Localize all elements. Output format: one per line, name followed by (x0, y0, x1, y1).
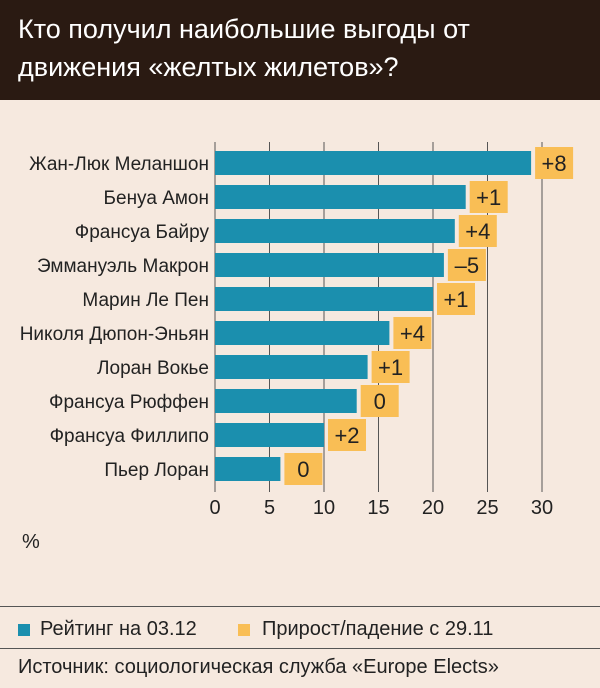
source-note: Источник: социологическая служба «Europe… (18, 656, 499, 678)
rating-bar (215, 253, 444, 277)
change-value-label: +2 (334, 423, 359, 448)
category-label: Николя Дюпон-Эньян (20, 324, 209, 345)
rating-bar (215, 219, 455, 243)
chart-title: Кто получил наибольшие выгоды от движени… (18, 14, 470, 82)
rating-bar (215, 321, 390, 345)
change-box (447, 249, 486, 281)
change-value-label: –5 (455, 253, 479, 278)
legend-label-rating: Рейтинг на 03.12 (40, 618, 197, 640)
x-tick-label: 25 (476, 497, 498, 519)
change-value-label: +4 (400, 321, 425, 346)
rating-bar (215, 151, 532, 175)
change-box (469, 181, 508, 213)
change-value-label: +1 (476, 185, 501, 210)
change-box (284, 453, 323, 485)
legend-label-change: Прирост/падение с 29.11 (262, 618, 494, 640)
x-tick-label: 10 (313, 497, 335, 519)
change-box (328, 419, 366, 451)
legend-swatch-rating (18, 624, 30, 636)
change-value-label: +1 (443, 287, 468, 312)
change-value-label: 0 (297, 457, 309, 482)
category-label: Бенуа Амон (104, 188, 209, 209)
category-label: Лоран Вокье (97, 358, 209, 379)
rating-bar (215, 423, 324, 447)
header: Кто получил наибольшие выгоды от движени… (0, 0, 600, 100)
category-label: Франсуа Байру (75, 222, 210, 243)
category-label: Пьер Лоран (104, 460, 209, 481)
rating-bar (215, 389, 357, 413)
change-box (371, 351, 410, 383)
change-box (393, 317, 432, 349)
category-label: Жан-Люк Меланшон (29, 154, 209, 175)
rating-bar (215, 287, 433, 311)
change-value-label: 0 (374, 389, 386, 414)
change-value-label: +8 (542, 151, 567, 176)
x-tick-label: 30 (531, 497, 553, 519)
legend-divider-bottom (0, 648, 600, 649)
legend-swatch-change (238, 624, 250, 636)
rating-bar (215, 457, 281, 481)
change-box (535, 147, 574, 179)
rating-bar (215, 355, 368, 379)
category-label: Эммануэль Макрон (37, 256, 209, 277)
unit-label: % (22, 531, 40, 553)
x-tick-label: 20 (422, 497, 444, 519)
rating-bar (215, 185, 466, 209)
change-box (360, 385, 399, 417)
category-label: Франсуа Филлипо (50, 426, 209, 447)
category-label: Франсуа Рюффен (49, 392, 209, 413)
x-tick-label: 15 (367, 497, 389, 519)
legend-divider-top (0, 606, 600, 607)
legend: Рейтинг на 03.12 Прирост/падение с 29.11 (0, 612, 600, 648)
x-tick-label: 0 (209, 497, 220, 519)
change-box (437, 283, 475, 315)
category-label: Марин Ле Пен (82, 290, 209, 311)
change-value-label: +1 (378, 355, 403, 380)
change-box (458, 215, 497, 247)
change-value-label: +4 (465, 219, 490, 244)
x-tick-label: 5 (264, 497, 275, 519)
